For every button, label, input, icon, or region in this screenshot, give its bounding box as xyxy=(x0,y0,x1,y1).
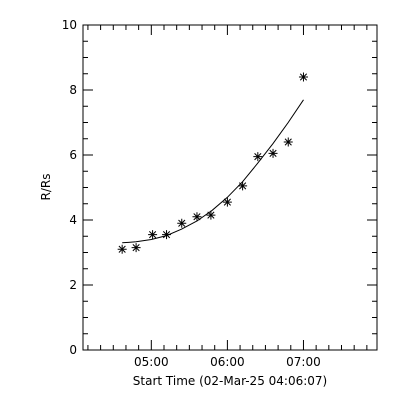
y-tick-label: 4 xyxy=(69,213,77,227)
data-point xyxy=(192,212,202,222)
data-point xyxy=(206,210,216,220)
fit-curve xyxy=(122,99,304,244)
y-tick-label: 0 xyxy=(69,343,77,357)
data-point xyxy=(298,72,308,82)
data-point xyxy=(222,197,232,207)
y-tick-label: 2 xyxy=(69,278,77,292)
x-tick-label: 06:00 xyxy=(210,355,245,369)
y-axis-label: R/Rs xyxy=(39,174,53,201)
data-point xyxy=(283,137,293,147)
data-point xyxy=(162,230,172,240)
x-tick-label: 07:00 xyxy=(286,355,321,369)
data-point xyxy=(177,218,187,228)
tick-labels: 0 2 4 6 8 10 05:00 06:00 07:00 xyxy=(62,18,321,369)
y-tick-label: 10 xyxy=(62,18,77,32)
x-tick-label: 05:00 xyxy=(134,355,169,369)
y-tick-label: 8 xyxy=(69,83,77,97)
data-point xyxy=(131,243,141,253)
x-axis-label: Start Time (02-Mar-25 04:06:07) xyxy=(133,374,327,388)
data-point xyxy=(268,148,278,158)
plot-frame xyxy=(82,24,378,351)
axis-ticks xyxy=(83,24,377,351)
data-point xyxy=(148,230,158,240)
data-point xyxy=(117,244,127,254)
data-markers xyxy=(117,72,308,254)
y-tick-label: 6 xyxy=(69,148,77,162)
data-point xyxy=(253,152,263,162)
data-point xyxy=(238,181,248,191)
